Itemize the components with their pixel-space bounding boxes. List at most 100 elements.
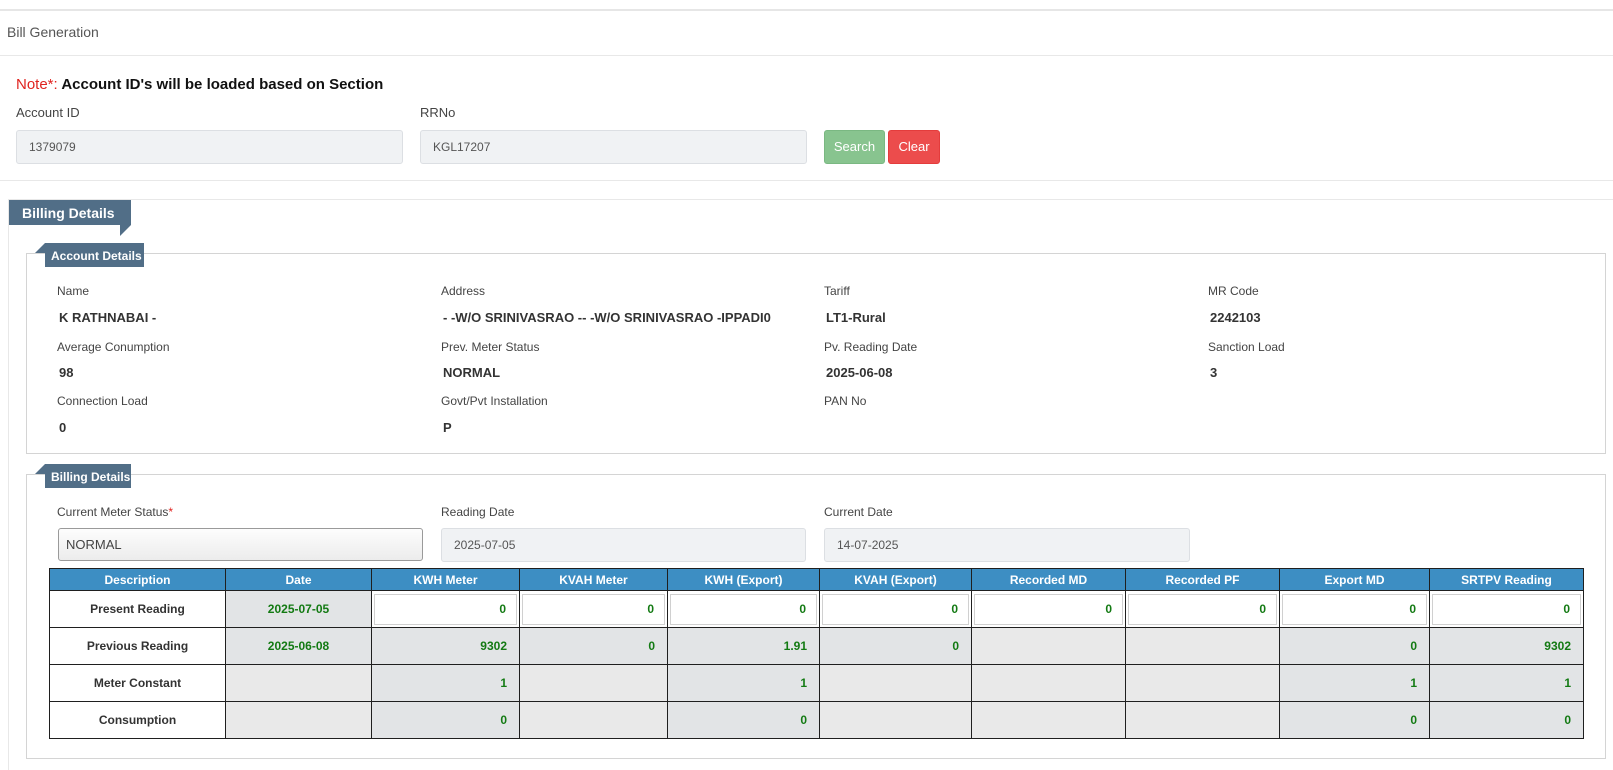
connection-load-value: 0: [59, 420, 67, 435]
previous-reading-date: 2025-06-08: [225, 627, 372, 665]
present-recorded-md-cell: 0: [971, 590, 1126, 628]
page-title: Bill Generation: [7, 24, 99, 40]
present-kvah-meter-input[interactable]: 0: [522, 593, 665, 625]
present-kwh-export-input[interactable]: 0: [670, 593, 817, 625]
previous-kvah-export: 0: [819, 627, 972, 665]
previous-kwh-export: 1.91: [667, 627, 820, 665]
meter-constant-recorded-pf: [1125, 664, 1280, 702]
col-header-recorded-pf: Recorded PF: [1125, 568, 1280, 591]
meter-constant-recorded-md: [971, 664, 1126, 702]
account-details-heading: Account Details: [35, 243, 144, 267]
previous-srtpv-reading: 9302: [1429, 627, 1584, 665]
row-description: Consumption: [49, 701, 226, 739]
meter-constant-srtpv-reading: 1: [1429, 664, 1584, 702]
col-header-kvah-export: KVAH (Export): [819, 568, 972, 591]
mr-code-label: MR Code: [1208, 284, 1259, 298]
present-kwh-meter-cell: 0: [371, 590, 520, 628]
average-consumption-value: 98: [59, 365, 74, 380]
required-marker: *: [168, 505, 174, 519]
account-details-fieldset: Account Details: [26, 243, 1606, 454]
billing-details-fieldset: Billing Details: [26, 464, 1606, 759]
present-kwh-meter-input[interactable]: 0: [374, 593, 517, 625]
present-kwh-export-cell: 0: [667, 590, 820, 628]
consumption-date: [225, 701, 372, 739]
col-header-kvah-meter: KVAH Meter: [519, 568, 668, 591]
consumption-export-md: 0: [1279, 701, 1430, 739]
search-button[interactable]: Search: [824, 130, 885, 164]
govt-pvt-installation-value: P: [443, 420, 452, 435]
tariff-value: LT1-Rural: [826, 310, 886, 325]
meter-constant-kvah-meter: [519, 664, 668, 702]
reading-date-label: Reading Date: [441, 505, 515, 519]
govt-pvt-installation-label: Govt/Pvt Installation: [441, 394, 548, 408]
note-text: Account ID's will be loaded based on Sec…: [57, 76, 384, 93]
col-header-kwh-meter: KWH Meter: [371, 568, 520, 591]
consumption-recorded-pf: [1125, 701, 1280, 739]
previous-kvah-meter: 0: [519, 627, 668, 665]
consumption-kwh-meter: 0: [371, 701, 520, 739]
row-description: Previous Reading: [49, 627, 226, 665]
table-row-consumption: Consumption 0 0 0 0: [49, 701, 1584, 739]
meter-constant-export-md: 1: [1279, 664, 1430, 702]
present-recorded-md-input[interactable]: 0: [974, 593, 1123, 625]
pv-reading-date-value: 2025-06-08: [826, 365, 893, 380]
account-id-input[interactable]: 1379079: [16, 130, 403, 164]
top-divider: [0, 9, 1613, 11]
section-note: Note*: Account ID's will be loaded based…: [16, 76, 383, 93]
current-meter-status-select[interactable]: NORMAL: [58, 528, 423, 561]
consumption-recorded-md: [971, 701, 1126, 739]
col-header-kwh-export: KWH (Export): [667, 568, 820, 591]
rrno-input[interactable]: KGL17207: [420, 130, 807, 164]
current-meter-status-label: Current Meter Status*: [57, 505, 173, 519]
table-row-meter-constant: Meter Constant 1 1 1 1: [49, 664, 1584, 702]
consumption-kwh-export: 0: [667, 701, 820, 739]
prev-meter-status-label: Prev. Meter Status: [441, 340, 540, 354]
col-header-export-md: Export MD: [1279, 568, 1430, 591]
search-panel: Note*: Account ID's will be loaded based…: [0, 56, 1613, 181]
pv-reading-date-label: Pv. Reading Date: [824, 340, 918, 354]
reading-date-input[interactable]: 2025-07-05: [441, 528, 806, 562]
connection-load-label: Connection Load: [57, 394, 148, 408]
present-export-md-input[interactable]: 0: [1282, 593, 1427, 625]
rrno-label: RRNo: [420, 105, 456, 120]
sanction-load-value: 3: [1210, 365, 1218, 380]
table-row-present-reading: Present Reading 2025-07-05 0 0 0 0 0 0 0…: [49, 590, 1584, 628]
page-header: Bill Generation: [0, 11, 1613, 56]
col-header-date: Date: [225, 568, 372, 591]
present-recorded-pf-cell: 0: [1125, 590, 1280, 628]
pan-no-label: PAN No: [824, 394, 867, 408]
current-date-input: 14-07-2025: [824, 528, 1190, 562]
meter-constant-kvah-export: [819, 664, 972, 702]
meter-constant-kwh-export: 1: [667, 664, 820, 702]
address-label: Address: [441, 284, 486, 298]
note-label: Note*:: [16, 76, 58, 93]
present-recorded-pf-input[interactable]: 0: [1128, 593, 1277, 625]
mr-code-value: 2242103: [1210, 310, 1261, 325]
present-kvah-meter-cell: 0: [519, 590, 668, 628]
name-value: K RATHNABAI -: [59, 310, 157, 325]
meter-constant-date: [225, 664, 372, 702]
present-reading-date: 2025-07-05: [225, 590, 372, 628]
previous-recorded-pf: [1125, 627, 1280, 665]
present-srtpv-reading-input[interactable]: 0: [1432, 593, 1581, 625]
present-kvah-export-cell: 0: [819, 590, 972, 628]
consumption-kvah-meter: [519, 701, 668, 739]
name-label: Name: [57, 284, 90, 298]
billing-panel: Billing Details: [8, 199, 1613, 770]
previous-export-md: 0: [1279, 627, 1430, 665]
clear-button[interactable]: Clear: [888, 130, 940, 164]
billing-details-subheading: Billing Details: [35, 464, 131, 488]
present-export-md-cell: 0: [1279, 590, 1430, 628]
tariff-label: Tariff: [824, 284, 850, 298]
consumption-kvah-export: [819, 701, 972, 739]
sanction-load-label: Sanction Load: [1208, 340, 1285, 354]
present-srtpv-reading-cell: 0: [1429, 590, 1584, 628]
meter-reading-table: Description Date KWH Meter KVAH Meter KW…: [49, 568, 1584, 739]
previous-recorded-md: [971, 627, 1126, 665]
average-consumption-label: Average Conumption: [57, 340, 170, 354]
previous-kwh-meter: 9302: [371, 627, 520, 665]
prev-meter-status-value: NORMAL: [443, 365, 501, 380]
account-id-label: Account ID: [16, 105, 80, 120]
meter-constant-kwh-meter: 1: [371, 664, 520, 702]
present-kvah-export-input[interactable]: 0: [822, 593, 969, 625]
